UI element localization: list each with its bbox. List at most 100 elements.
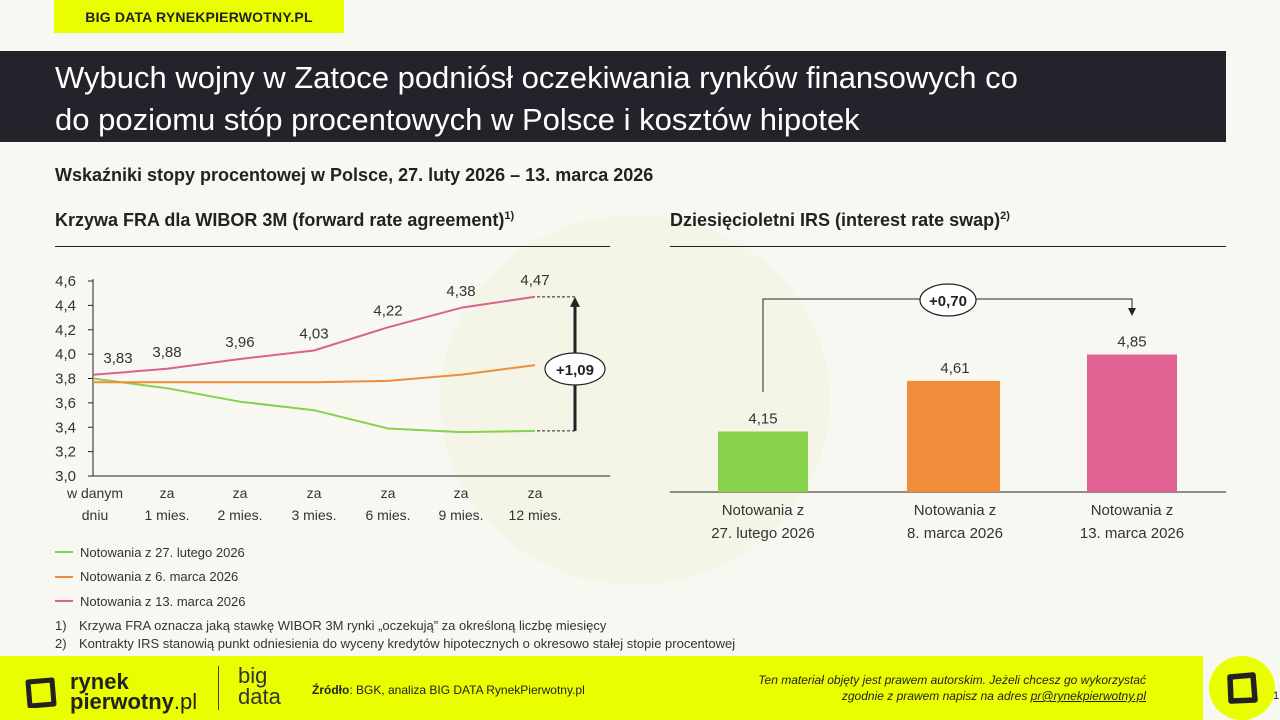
irs-chart-title: Dziesięcioletni IRS (interest rate swap)… [670,210,1010,231]
annotation-label: +1,09 [556,362,594,379]
footer: rynek pierwotny.pl big data Źródło: BGK,… [0,656,1203,720]
x-tick-label: 8. marca 2026 [907,525,1003,542]
logo-wordmark: rynek pierwotny.pl [70,669,198,714]
irs-bar-chart: 4,15 Notowania z 27. lutego 2026 4,61 Notowa… [670,283,1226,542]
y-tick-label: 3,4 [55,419,76,436]
y-tick-label: 3,6 [55,395,76,412]
bar-value-label: 4,61 [940,360,969,377]
data-label: 4,38 [446,283,475,300]
data-label: 4,47 [520,272,549,289]
bigdata-line-2: data [238,684,281,709]
copyright-line-1: Ten materiał objęty jest prawem autorski… [758,673,1146,687]
y-tick-label: 3,0 [55,468,76,485]
logo-line-2: pierwotny [70,689,174,714]
legend-label: Notowania z 13. marca 2026 [80,593,246,609]
footnote-text: Krzywa FRA oznacza jaką stawkę WIBOR 3M … [79,618,607,633]
x-tick-label: za [233,485,248,501]
legend-label: Notowania z 27. lutego 2026 [80,544,245,560]
data-label: 4,03 [299,325,328,342]
fra-title-rule [55,246,610,247]
bigdata-logo: big data [238,663,281,709]
x-tick-label: 9 mies. [438,507,483,523]
irs-title-footnote-ref: 2) [1000,210,1010,222]
fra-line-chart: 3,0 3,2 3,4 3,6 3,8 4,0 4,2 4,4 4,6 w danym dniu za… [55,272,610,523]
page-number: 1 [1273,690,1280,702]
x-tick-label: 12 mies. [509,507,562,523]
x-tick-label: za [307,485,322,501]
arrow-down-icon [1128,308,1136,316]
bar-value-label: 4,15 [748,411,777,428]
copyright-notice: Ten materiał objęty jest prawem autorski… [758,672,1146,704]
data-label: 3,83 [103,350,132,367]
y-tick-label: 4,6 [55,273,76,290]
bar [718,431,808,492]
logo-square-icon [1227,672,1258,704]
bar-value-label: 4,85 [1117,334,1146,351]
brand-badge: BIG DATA RYNEKPIERWOTNY.PL [54,0,344,33]
series-line [92,295,536,376]
y-tick-label: 4,4 [55,297,76,314]
legend-swatch [55,575,73,578]
irs-title-text: Dziesięcioletni IRS (interest rate swap) [670,210,1001,230]
logo-suffix: .pl [173,689,198,714]
footnotes: 1) Krzywa FRA oznacza jaką stawkę WIBOR … [55,617,735,653]
series-line [92,377,536,434]
fra-legend: Notowania z 27. lutego 2026 Notowania z 6… [55,540,245,614]
x-tick-label: 2 mies. [217,507,262,523]
corner-logo [1209,656,1275,720]
series-line [93,364,536,384]
x-tick-label: Notowania z [914,502,997,519]
rynekpierwotny-logo: rynek pierwotny.pl [24,669,198,714]
bar [1087,354,1177,492]
x-tick-label: Notowania z [722,502,805,519]
bar [907,380,1000,492]
footnote-number: 2) [55,636,67,651]
footer-divider [218,666,219,710]
source-label: Źródło [312,683,350,697]
data-label: 4,22 [373,302,402,319]
x-tick-label: Notowania z [1091,502,1174,519]
y-tick-label: 4,2 [55,322,76,339]
x-tick-label: 27. lutego 2026 [711,525,814,542]
logo-line-1: rynek [70,669,129,694]
y-tick-label: 4,0 [55,346,76,363]
x-tick-label: 1 mies. [144,507,189,523]
x-tick-label: za [160,485,175,501]
arrow-up-icon [570,296,580,307]
data-label: 3,88 [152,344,181,361]
annotation-label: +0,70 [929,293,967,310]
logo-square-icon [25,677,57,708]
chart-subtitle: Wskaźniki stopy procentowej w Polsce, 27… [55,165,654,185]
title-line-2: do poziomu stóp procentowych w Polsce i … [55,102,860,137]
x-tick-label: w danym [66,485,123,501]
footnote-number: 1) [55,618,67,633]
fra-title-footnote-ref: 1) [504,210,515,222]
x-tick-label: dniu [82,507,108,523]
footnote-2: 2) Kontrakty IRS stanowią punkt odniesie… [55,635,735,653]
legend-label: Notowania z 6. marca 2026 [80,569,239,585]
bigdata-line-1: big [238,663,268,688]
legend-item: Notowania z 27. lutego 2026 [55,540,245,565]
irs-title-rule [670,246,1226,247]
x-tick-label: 13. marca 2026 [1080,525,1184,542]
annotation-bubble [919,283,977,317]
legend-swatch [55,600,73,603]
footnote-1: 1) Krzywa FRA oznacza jaką stawkę WIBOR … [55,617,735,635]
copyright-line-2: zgodnie z prawem napisz na adres [841,689,1031,703]
fra-title-text: Krzywa FRA dla WIBOR 3M (forward rate ag… [55,210,505,230]
legend-swatch [55,551,73,554]
x-tick-label: za [381,485,396,501]
background-watermark [440,215,830,585]
source-text: : BGK, analiza BIG DATA RynekPierwotny.p… [349,683,585,697]
contact-email-link[interactable]: pr@rynekpierwotny.pl [1030,689,1146,703]
page-title: Wybuch wojny w Zatoce podniósł oczekiwan… [0,51,1226,142]
footnote-text: Kontrakty IRS stanowią punkt odniesienia… [79,636,736,651]
x-tick-label: za [454,485,469,501]
annotation-bubble [544,352,606,386]
fra-chart-title: Krzywa FRA dla WIBOR 3M (forward rate ag… [55,210,514,231]
x-tick-label: za [528,485,543,501]
source-note: Źródło: BGK, analiza BIG DATA RynekPierw… [312,683,585,697]
title-line-1: Wybuch wojny w Zatoce podniósł oczekiwan… [55,60,1018,95]
legend-item: Notowania z 13. marca 2026 [55,589,245,614]
x-tick-label: 6 mies. [365,507,410,523]
